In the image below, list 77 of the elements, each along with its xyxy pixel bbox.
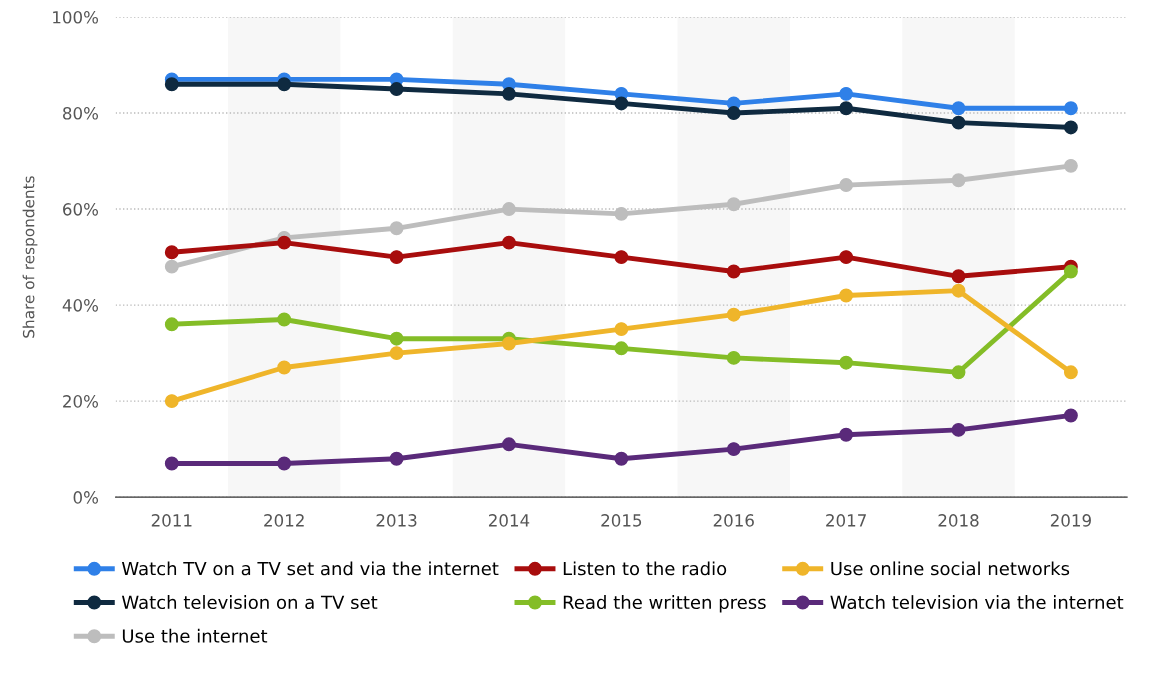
x-tick-label: 2019 — [1050, 514, 1091, 527]
x-tick-label: 2016 — [713, 514, 754, 527]
point — [164, 456, 179, 471]
point — [164, 394, 179, 409]
point — [389, 451, 404, 466]
legend-label: Use online social networks — [831, 561, 1070, 576]
point — [164, 259, 179, 274]
x-tick-label: 2018 — [938, 514, 979, 527]
point — [502, 202, 516, 217]
point — [1063, 365, 1078, 380]
point — [389, 331, 404, 346]
x-tick-label: 2013 — [376, 514, 417, 527]
point — [726, 106, 741, 120]
legend-label: Use the internet — [122, 628, 268, 643]
point — [839, 427, 854, 442]
point — [502, 86, 516, 101]
point — [726, 197, 741, 212]
legend-label: Watch television via the internet — [830, 595, 1124, 610]
point — [839, 86, 854, 101]
point — [951, 269, 966, 284]
point — [164, 245, 179, 260]
y-tick-label: 40% — [62, 299, 99, 312]
point — [726, 350, 741, 365]
point — [277, 235, 292, 250]
legend-label: Read the written press — [563, 595, 766, 613]
point — [1063, 408, 1078, 423]
point — [1063, 264, 1078, 279]
point — [389, 250, 404, 265]
point — [277, 77, 292, 92]
point — [164, 77, 179, 92]
point — [502, 437, 516, 452]
point — [389, 82, 404, 96]
point — [614, 250, 629, 265]
point — [951, 101, 966, 116]
x-tick-label: 2011 — [151, 514, 192, 527]
point — [951, 422, 966, 437]
point — [614, 322, 629, 337]
y-axis-title: Share of respondents — [22, 176, 38, 338]
point — [1063, 101, 1078, 116]
point — [839, 178, 854, 193]
point — [951, 173, 966, 188]
point — [1063, 120, 1078, 135]
x-tick-label: 2014 — [488, 514, 530, 527]
x-tick-label: 2012 — [264, 514, 304, 527]
point — [951, 365, 966, 380]
point — [726, 307, 741, 322]
point — [951, 115, 966, 130]
point — [277, 312, 292, 327]
point — [614, 96, 629, 111]
point — [614, 206, 629, 221]
point — [389, 346, 404, 361]
y-tick-label: 100% — [53, 10, 99, 24]
legend-label: Watch television on a TV set — [121, 595, 378, 610]
x-tick-label: 2017 — [826, 514, 866, 527]
point — [277, 360, 292, 375]
point — [614, 341, 629, 356]
point — [502, 235, 516, 250]
point — [389, 221, 404, 236]
y-tick-label: 0% — [73, 491, 99, 504]
point — [614, 451, 629, 466]
point — [839, 355, 854, 370]
y-tick-label: 60% — [63, 203, 99, 216]
point — [164, 317, 179, 332]
point — [502, 336, 516, 351]
point — [1063, 158, 1078, 173]
legend-label: Listen to the radio — [563, 561, 727, 576]
y-tick-label: 20% — [63, 395, 99, 408]
point — [839, 101, 854, 116]
x-tick-label: 2015 — [601, 514, 642, 527]
legend-label: Watch TV on a TV set and via the internet — [121, 561, 499, 576]
point — [726, 442, 741, 457]
point — [277, 456, 292, 471]
point — [839, 288, 854, 303]
y-tick-label: 80% — [63, 107, 99, 120]
point — [951, 283, 966, 298]
point — [839, 250, 854, 265]
point — [726, 264, 741, 279]
